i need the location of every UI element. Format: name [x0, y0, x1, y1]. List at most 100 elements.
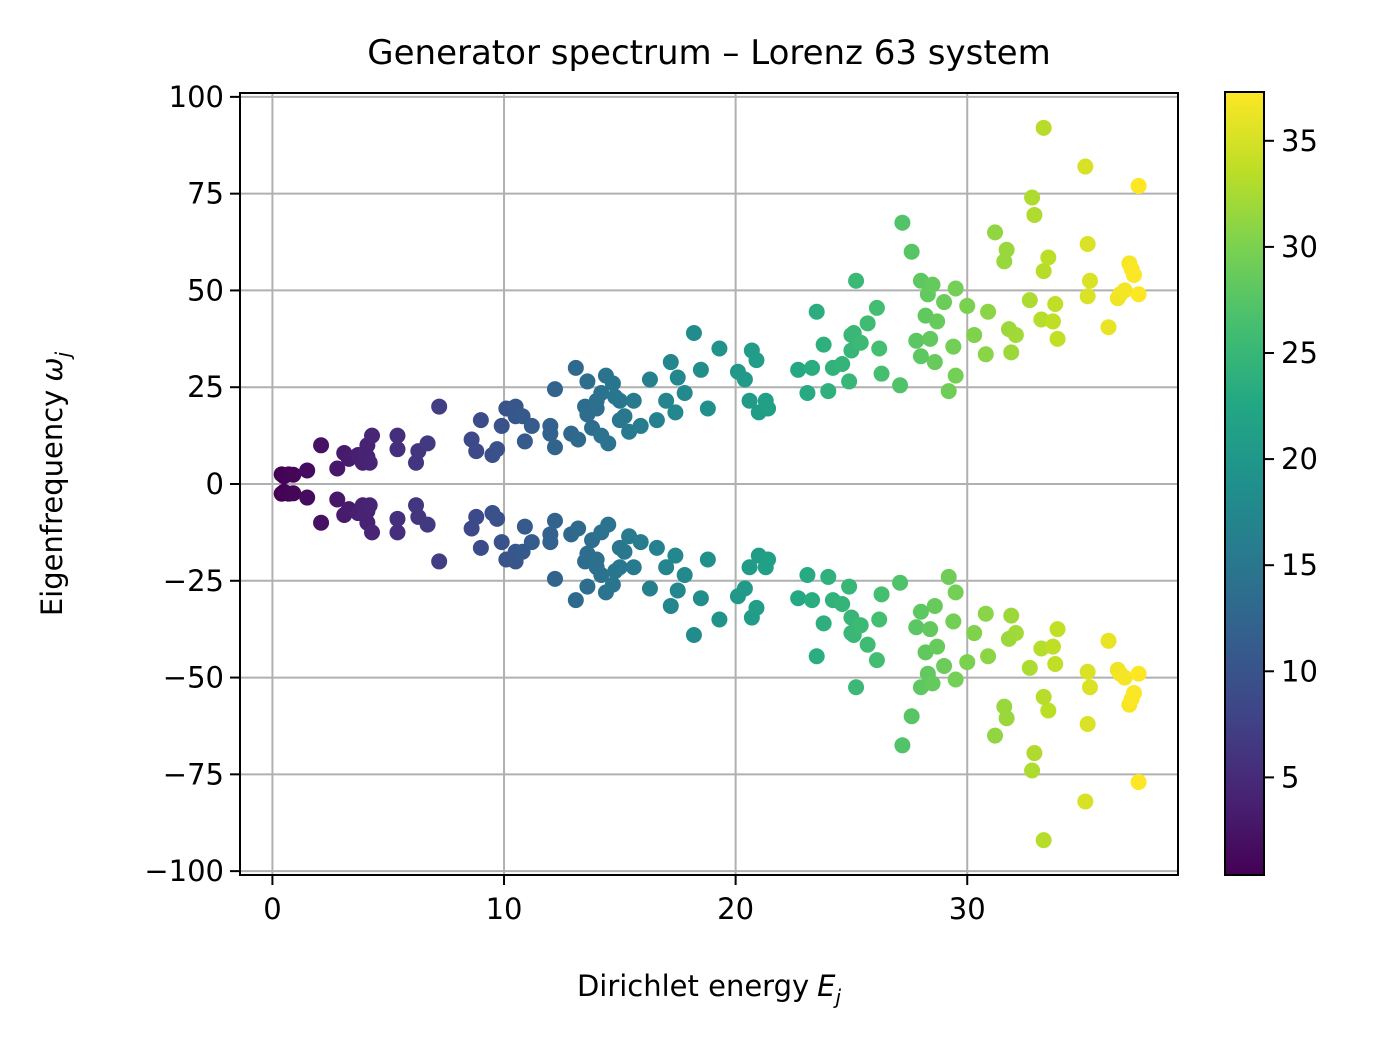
data-point	[1100, 632, 1117, 649]
data-point	[912, 348, 929, 365]
data-point	[873, 586, 890, 603]
data-point	[820, 383, 837, 400]
data-point	[892, 377, 909, 394]
colorbar-tick-label: 30	[1281, 230, 1318, 264]
data-point	[711, 611, 728, 628]
data-point	[431, 553, 448, 570]
data-point	[790, 361, 807, 378]
data-point	[741, 559, 758, 576]
data-point	[579, 373, 596, 390]
y-tick-label: 100	[169, 80, 224, 114]
data-point	[699, 400, 716, 417]
data-point	[852, 617, 869, 634]
data-point	[1024, 762, 1041, 779]
y-axis-label-text: Eigenfrequency	[35, 390, 69, 616]
data-point	[685, 626, 702, 643]
data-point	[313, 514, 330, 531]
data-point	[945, 613, 962, 630]
data-point	[926, 597, 943, 614]
data-point	[799, 566, 816, 583]
y-tick-label: 50	[187, 273, 224, 307]
data-point	[841, 373, 858, 390]
data-point	[669, 582, 686, 599]
data-point	[299, 462, 316, 479]
colorbar	[1224, 91, 1265, 876]
data-point	[600, 516, 617, 533]
data-point	[736, 371, 753, 388]
data-point	[676, 385, 693, 402]
data-point	[1035, 832, 1052, 849]
x-tick-label: 10	[486, 892, 523, 926]
data-point	[692, 361, 709, 378]
data-point	[616, 543, 633, 560]
data-point	[579, 578, 596, 595]
y-tick-label: −75	[163, 757, 224, 791]
data-point	[523, 534, 540, 551]
data-point	[1125, 685, 1142, 702]
data-point	[936, 294, 953, 311]
data-point	[947, 367, 964, 384]
data-point	[834, 355, 851, 372]
data-point	[748, 352, 765, 369]
x-axis-label-subscript: j	[833, 985, 842, 1009]
data-point	[1021, 292, 1038, 309]
data-point	[1130, 665, 1147, 682]
data-point	[285, 485, 302, 502]
data-point	[489, 510, 506, 527]
data-point	[468, 443, 485, 460]
x-axis-label-text: Dirichlet energy	[577, 969, 809, 1003]
data-point	[667, 547, 684, 564]
data-point	[662, 597, 679, 614]
x-tick-label: 20	[717, 892, 754, 926]
data-point	[299, 489, 316, 506]
data-point	[632, 417, 649, 434]
data-point	[808, 648, 825, 665]
x-tick-label: 30	[949, 892, 986, 926]
data-point	[516, 433, 533, 450]
data-point	[1026, 745, 1043, 762]
data-point	[903, 708, 920, 725]
data-point	[977, 605, 994, 622]
data-point	[542, 425, 559, 442]
data-point	[926, 354, 943, 371]
data-point	[468, 508, 485, 525]
data-point	[546, 381, 563, 398]
data-point	[625, 559, 642, 576]
data-point	[908, 332, 925, 349]
x-tick-label: 0	[263, 892, 281, 926]
data-point	[489, 441, 506, 458]
data-point	[593, 566, 610, 583]
data-point	[940, 383, 957, 400]
plot-points	[273, 119, 1147, 849]
data-point	[570, 431, 587, 448]
x-axis-label: Dirichlet energy Ej	[577, 969, 842, 1009]
y-axis-label-symbol: ω	[35, 357, 69, 381]
data-point	[364, 524, 381, 541]
data-point	[329, 460, 346, 477]
data-point	[1040, 702, 1057, 719]
data-point	[980, 648, 997, 665]
chart-title: Generator spectrum – Lorenz 63 system	[367, 33, 1050, 73]
data-point	[808, 303, 825, 320]
data-point	[1130, 177, 1147, 194]
data-point	[815, 336, 832, 353]
y-tick-label: 75	[187, 177, 224, 211]
data-point	[1079, 288, 1096, 305]
data-point	[616, 408, 633, 425]
data-point	[313, 437, 330, 454]
data-point	[389, 510, 406, 527]
colorbar-tick-label: 5	[1281, 760, 1299, 794]
data-point	[588, 551, 605, 568]
data-point	[1024, 189, 1041, 206]
data-point	[790, 590, 807, 607]
data-point	[841, 578, 858, 595]
data-point	[892, 574, 909, 591]
data-point	[542, 526, 559, 543]
data-point	[1047, 656, 1064, 673]
data-point	[662, 354, 679, 371]
data-point	[285, 466, 302, 483]
colorbar-ticks: 5 10 15 20 25 30 35	[1264, 124, 1318, 794]
data-point	[692, 590, 709, 607]
data-point	[329, 491, 346, 508]
data-point	[493, 417, 510, 434]
